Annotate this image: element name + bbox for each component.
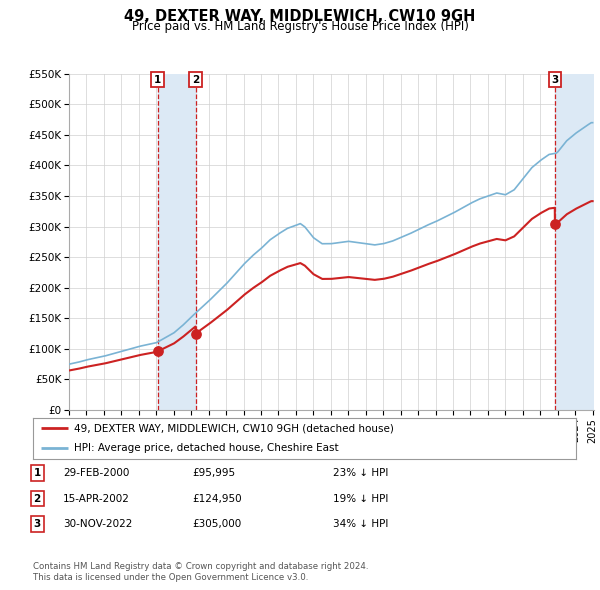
Text: £305,000: £305,000 — [192, 519, 241, 529]
Text: 29-FEB-2000: 29-FEB-2000 — [63, 468, 130, 478]
Text: 2: 2 — [192, 75, 199, 85]
Text: 23% ↓ HPI: 23% ↓ HPI — [333, 468, 388, 478]
Point — [550, 219, 560, 228]
Text: HPI: Average price, detached house, Cheshire East: HPI: Average price, detached house, Ches… — [74, 443, 338, 453]
Text: 15-APR-2002: 15-APR-2002 — [63, 494, 130, 503]
Text: £95,995: £95,995 — [192, 468, 235, 478]
Text: 49, DEXTER WAY, MIDDLEWICH, CW10 9GH: 49, DEXTER WAY, MIDDLEWICH, CW10 9GH — [124, 9, 476, 24]
Text: 19% ↓ HPI: 19% ↓ HPI — [333, 494, 388, 503]
Text: 1: 1 — [34, 468, 41, 478]
Text: Contains HM Land Registry data © Crown copyright and database right 2024.: Contains HM Land Registry data © Crown c… — [33, 562, 368, 571]
Point — [153, 347, 163, 356]
Point — [191, 329, 200, 339]
Text: 2: 2 — [34, 494, 41, 503]
Text: 34% ↓ HPI: 34% ↓ HPI — [333, 519, 388, 529]
Bar — [158, 74, 196, 410]
Text: 3: 3 — [551, 75, 559, 85]
Bar — [555, 74, 594, 410]
Text: £124,950: £124,950 — [192, 494, 242, 503]
Text: 30-NOV-2022: 30-NOV-2022 — [63, 519, 133, 529]
Text: Price paid vs. HM Land Registry's House Price Index (HPI): Price paid vs. HM Land Registry's House … — [131, 20, 469, 33]
Text: 1: 1 — [154, 75, 161, 85]
Text: 3: 3 — [34, 519, 41, 529]
Text: This data is licensed under the Open Government Licence v3.0.: This data is licensed under the Open Gov… — [33, 573, 308, 582]
Text: 49, DEXTER WAY, MIDDLEWICH, CW10 9GH (detached house): 49, DEXTER WAY, MIDDLEWICH, CW10 9GH (de… — [74, 424, 394, 434]
